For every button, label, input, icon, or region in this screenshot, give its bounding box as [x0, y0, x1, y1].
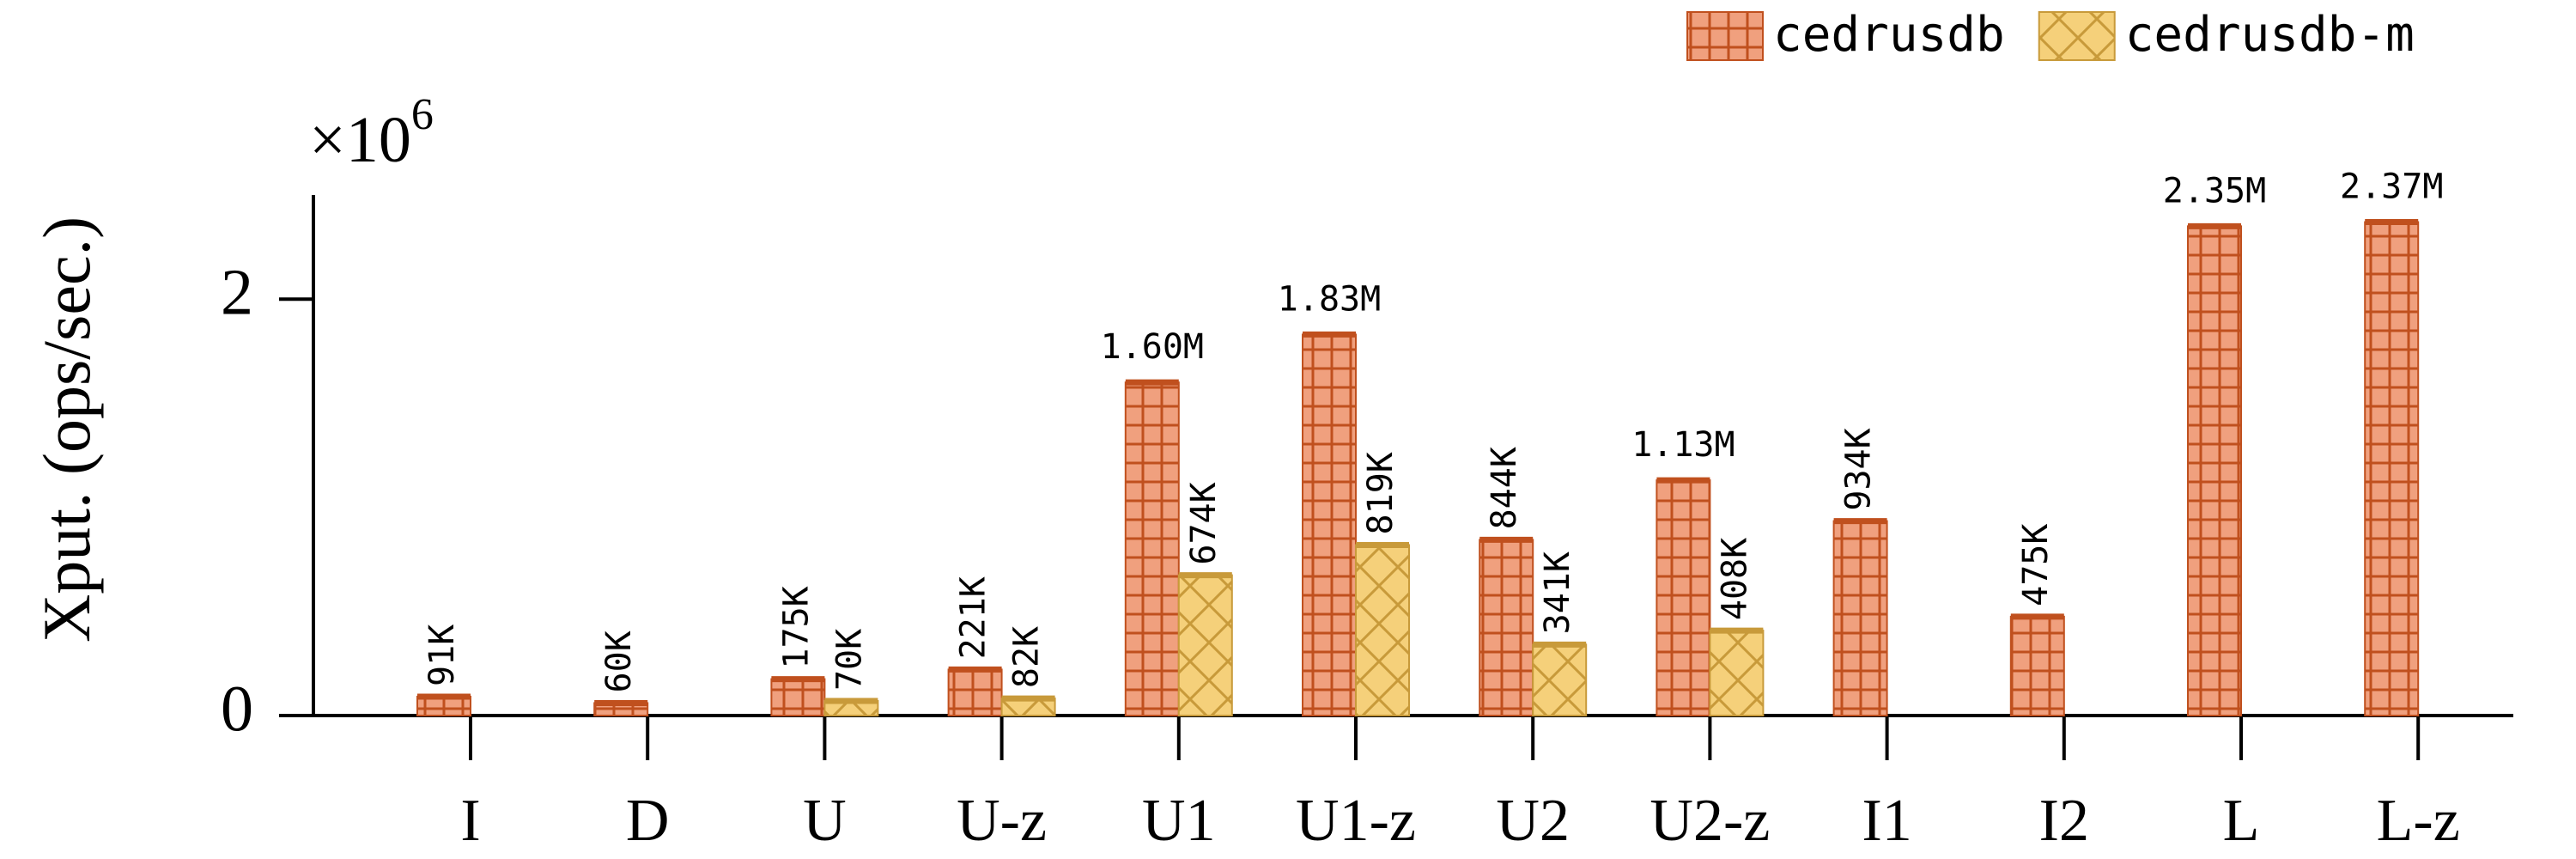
legend-swatch — [2038, 11, 2116, 61]
bar — [1124, 381, 1180, 716]
bar — [947, 668, 1003, 717]
value-label: 221K — [954, 576, 993, 659]
y-axis-label: Xput. (ops/sec.) — [29, 216, 104, 643]
value-label: 91K — [422, 624, 462, 686]
y-tick-label: 0 — [221, 673, 253, 745]
bar — [2364, 221, 2420, 716]
value-label: 934K — [1839, 428, 1879, 510]
value-label: 2.37M — [2340, 168, 2443, 207]
value-label: 475K — [2016, 524, 2056, 606]
legend-swatch — [1686, 11, 1764, 61]
bar — [1177, 574, 1233, 716]
bar — [1302, 333, 1357, 716]
bar — [1532, 643, 1588, 717]
x-tick-label: I1 — [1862, 788, 1911, 854]
y-scale-exponent: 6 — [411, 90, 434, 139]
y-scale-base: ×10 — [309, 104, 411, 176]
x-tick-label: U1 — [1142, 788, 1216, 854]
value-label: 408K — [1715, 538, 1754, 620]
y-tick-label: 2 — [221, 257, 253, 329]
bar — [1656, 479, 1711, 716]
value-label: 2.35M — [2163, 171, 2266, 210]
bar — [2009, 615, 2065, 716]
legend-label: cedrusdb-m — [2125, 7, 2415, 63]
bar — [1355, 544, 1410, 717]
x-tick-label: U1-z — [1296, 788, 1416, 854]
value-label: 1.13M — [1631, 425, 1735, 465]
bar — [770, 678, 826, 717]
x-tick-label: U2 — [1496, 788, 1570, 854]
x-tick-label: U2-z — [1649, 788, 1770, 854]
value-label: 844K — [1485, 447, 1524, 529]
x-tick-label: I — [460, 788, 480, 854]
y-scale: ×106 — [309, 90, 434, 176]
bar — [1479, 539, 1534, 717]
value-label: 60K — [599, 631, 639, 692]
legend: cedrusdb cedrusdb-m — [1686, 7, 2415, 63]
value-label: 82K — [1007, 626, 1047, 688]
x-tick-label: D — [626, 788, 670, 854]
value-label: 70K — [829, 629, 869, 691]
x-tick-label: L — [2223, 788, 2260, 854]
x-tick-label: I2 — [2039, 788, 2089, 854]
legend-label: cedrusdb — [1773, 7, 2005, 63]
value-label: 674K — [1184, 482, 1224, 564]
x-tick-label: L-z — [2377, 788, 2460, 854]
bar — [1832, 520, 1888, 716]
bar — [2187, 225, 2242, 716]
value-label: 1.60M — [1101, 327, 1204, 367]
value-label: 819K — [1361, 452, 1400, 534]
value-label: 1.83M — [1278, 279, 1381, 319]
x-tick-label: U-z — [957, 788, 1047, 854]
value-label: 175K — [776, 586, 816, 668]
bar — [1709, 630, 1765, 717]
value-label: 341K — [1538, 551, 1577, 634]
x-tick-label: U — [803, 788, 847, 854]
